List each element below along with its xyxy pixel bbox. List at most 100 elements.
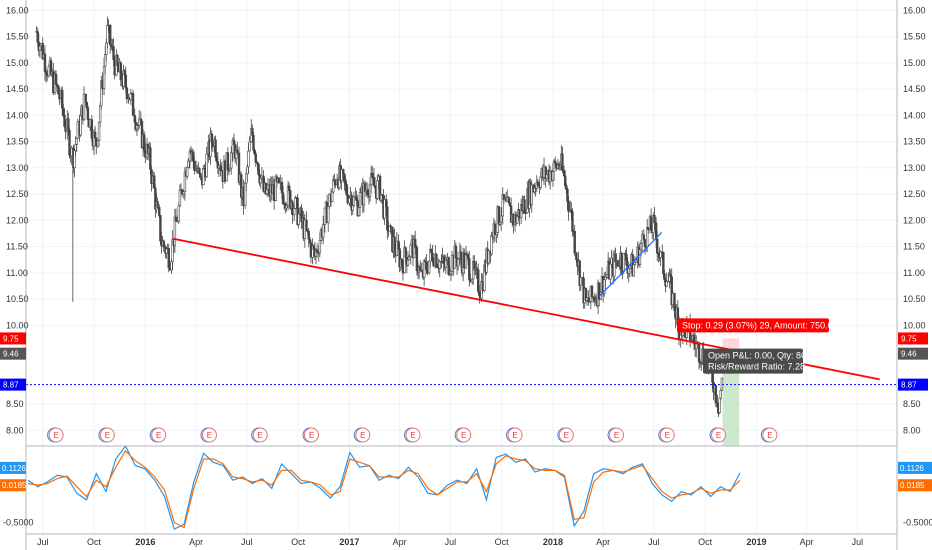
candle-body [632,264,636,277]
earnings-marker-label: E [512,431,517,440]
candle-body [415,247,419,271]
earnings-icon [711,427,727,443]
earnings-marker[interactable]: E [302,427,320,443]
earnings-marker[interactable]: E [47,427,64,443]
earnings-marker-label: E [156,431,161,440]
earnings-marker[interactable]: E [506,427,523,443]
y-tick-label-left: 15.00 [6,58,29,68]
earnings-marker[interactable]: E [760,427,778,443]
candle-body [431,252,434,262]
y-tick-label-right: 10.00 [903,320,926,330]
x-tick-label: Apr [596,537,610,547]
candle-body [564,175,567,187]
candle-body [74,144,77,151]
y-tick-label-right: 15.50 [903,32,926,42]
osc-value-tag-left [0,479,26,492]
candle-body [139,118,143,122]
earnings-marker[interactable]: E [607,427,625,443]
x-tick-label: Apr [800,537,814,547]
osc-value-tag-right-label: 0.0185 [900,481,925,490]
candle-body [567,201,570,212]
earnings-icon [762,427,778,443]
candle-body [174,216,178,222]
candle-body [247,150,250,168]
y-tick-label-left: 12.00 [6,215,29,225]
candle-body [427,260,431,274]
y-tick-label-right: 16.00 [903,5,926,15]
earnings-marker[interactable]: E [353,427,371,443]
x-tick-label: Jul [37,537,49,547]
candle-body [516,215,519,224]
stop-info-box [677,318,829,333]
price-tag-left [0,332,26,345]
candle-body [153,175,156,189]
earnings-marker[interactable]: E [200,427,217,443]
candle-body [459,251,463,261]
candle-body [125,87,129,100]
candle-body [659,251,662,258]
earnings-marker[interactable]: E [251,427,268,443]
candle-body [82,93,86,120]
earnings-marker[interactable]: E [454,427,472,443]
candle-body [609,263,612,280]
candle-body [307,230,310,240]
earnings-marker[interactable]: E [149,427,167,443]
earnings-marker[interactable]: E [98,427,115,443]
candle-body [475,267,478,270]
candle-body [158,207,161,216]
position-info-line: Risk/Reward Ratio: 7.28 [708,362,805,372]
candle-body [665,281,668,287]
candle-body [85,101,88,108]
candle-body [442,256,445,264]
position-info[interactable]: Stop: 0.29 (3.07%) 29, Amount: 750.02 Ope… [677,318,838,374]
candle-body [57,85,60,95]
candle-body [692,335,696,343]
candle-body [407,256,411,261]
candle-body [643,239,647,248]
x-tick-label: Oct [698,537,713,547]
price-tag-right-label: 8.87 [901,381,917,390]
candle-body [265,189,269,195]
osc-value-tag-right [898,479,932,492]
candle-body [312,245,315,250]
earnings-icon [558,427,574,443]
candle-body [137,118,141,126]
price-tag-right [898,378,928,391]
earnings-icon [507,427,523,443]
candle-body [385,199,388,208]
earnings-marker[interactable]: E [658,427,675,443]
candle-body [449,270,453,275]
trendline-channel[interactable] [598,232,663,297]
candle-body [67,118,70,131]
candle-body [530,184,533,205]
candle-body [499,215,503,223]
candle-body [254,153,257,163]
candle-body [649,216,653,231]
candle-body [156,201,159,208]
candle-body [245,173,248,184]
candle-body [47,65,51,77]
candle-body [393,236,396,251]
earnings-marker-label: E [53,431,58,440]
candle-body [575,252,578,261]
candle-body [44,71,48,75]
candle-body [103,54,107,67]
candle-body [259,178,262,184]
earnings-marker[interactable]: E [403,427,421,443]
candle-body [633,261,637,265]
candle-body [438,261,441,269]
candle-body [119,62,122,81]
candle-body [252,135,255,151]
earnings-marker-label: E [258,431,263,440]
candle-body [414,239,417,248]
y-tick-label-left: 14.50 [6,84,29,94]
candle-body [493,223,497,236]
candle-body [54,74,58,85]
osc-value-tag-left [0,461,26,474]
earnings-marker[interactable]: E [709,427,727,443]
candle-body [62,107,65,116]
x-tick-label: Jul [241,537,253,547]
earnings-marker[interactable]: E [557,427,574,443]
